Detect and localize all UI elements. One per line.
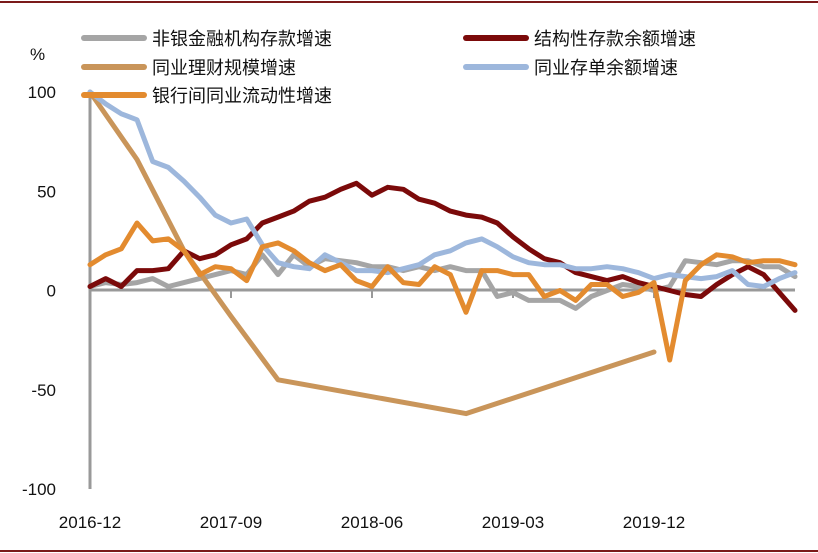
series-line-4	[87, 89, 798, 289]
x-tick-label: 2019-12	[623, 513, 685, 532]
y-tick-label: -100	[22, 480, 56, 499]
y-tick-label: 0	[47, 282, 56, 301]
legend-label-1: 非银金融机构存款增速	[152, 29, 332, 50]
y-unit-label: %	[30, 45, 45, 64]
y-tick-label: -50	[31, 381, 56, 400]
legend-label-5: 银行间同业流动性增速	[152, 86, 332, 107]
series-group	[87, 89, 798, 417]
y-tick-group: 100 50 0 -50 -100	[22, 83, 56, 499]
series-line-1	[87, 252, 798, 311]
series-line-3	[87, 89, 657, 417]
x-tick-label: 2019-03	[482, 513, 544, 532]
series-line-5	[87, 220, 798, 363]
legend-label-2: 结构性存款余额增速	[534, 29, 696, 50]
x-tick-label: 2017-09	[200, 513, 262, 532]
x-tick-label: 2016-12	[59, 513, 121, 532]
legend-label-3: 同业理财规模增速	[152, 58, 296, 79]
y-tick-label: 100	[28, 83, 56, 102]
y-tick-label: 50	[37, 182, 56, 201]
x-tick-label: 2018-06	[341, 513, 403, 532]
series-line-2	[87, 180, 798, 313]
x-tick-group: 2016-12 2017-09 2018-06 2019-03 2019-12	[59, 290, 685, 532]
legend-label-4: 同业存单余额增速	[534, 58, 678, 79]
